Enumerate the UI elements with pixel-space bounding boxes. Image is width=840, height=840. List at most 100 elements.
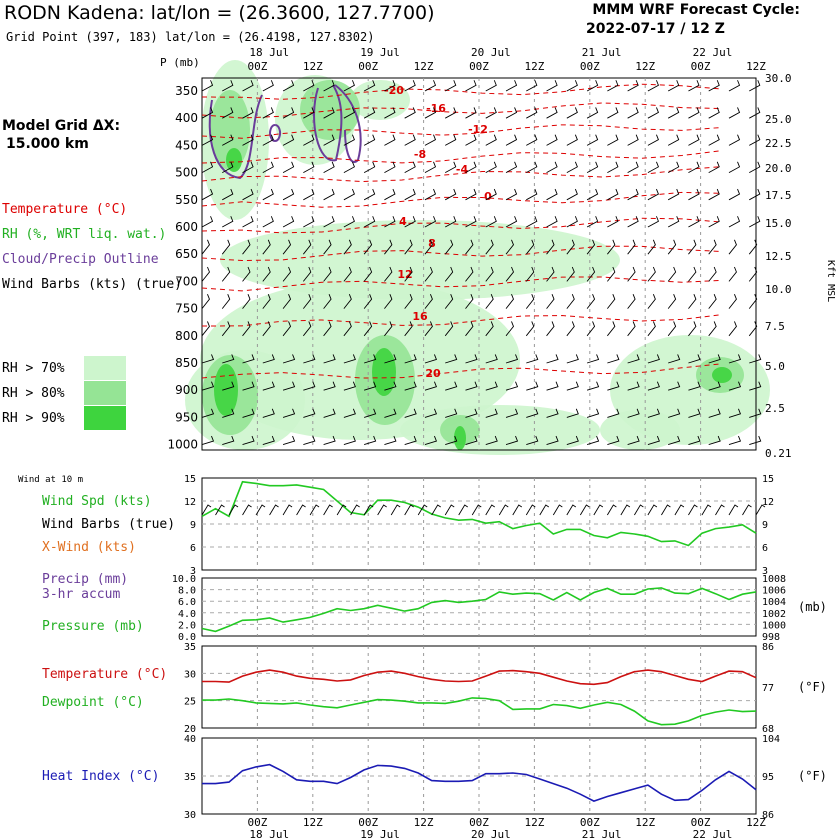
temperature-contour-label: 4: [399, 215, 407, 228]
pressure-panel-right-tick: 1002: [762, 609, 786, 620]
wind-barb: [222, 107, 234, 119]
wind-barb: [242, 294, 251, 309]
wind-barb: [424, 435, 438, 446]
wind-barb: [539, 504, 550, 516]
wind-barb: [505, 408, 519, 418]
wind-barb: [323, 107, 335, 119]
wind-barb: [471, 504, 482, 516]
wind-barb: [404, 107, 416, 119]
wind-barb: [424, 381, 438, 391]
wind-barb: [627, 188, 639, 201]
model-grid-value: 15.000 km: [6, 136, 89, 152]
wind-barb: [323, 266, 332, 282]
wind-barb: [728, 107, 741, 119]
wind-barb: [201, 239, 210, 255]
wind-barb: [647, 216, 659, 228]
wind-barb: [262, 321, 271, 337]
wind-barb: [485, 321, 494, 337]
wind-barb: [505, 216, 518, 228]
wind-barb: [445, 408, 458, 418]
wind-barb: [201, 266, 210, 282]
wind-barb: [627, 294, 636, 309]
rh-shading: [210, 90, 250, 170]
wind-barb: [586, 354, 600, 364]
wind-barb: [343, 80, 355, 92]
wind-barb: [566, 381, 579, 391]
wind-barb: [755, 504, 766, 516]
wind-barb: [586, 294, 596, 309]
pressure-panel-left-tick: 10.0: [172, 574, 196, 585]
pressure-tick-label: 500: [175, 166, 198, 180]
heat-index-panel-left-tick: 30: [184, 810, 196, 821]
wind-barb: [566, 354, 579, 364]
top-hour-label: 00Z: [691, 60, 711, 73]
wind-barb: [262, 188, 274, 201]
wind-barb: [566, 266, 575, 282]
wind-barb: [228, 504, 239, 516]
temperature-contour: [201, 314, 723, 327]
wind-barb: [343, 294, 352, 309]
pressure-tick-label: 850: [175, 356, 198, 370]
wind-barb: [424, 161, 437, 173]
wind-barb: [688, 321, 697, 337]
wind-barb: [222, 354, 235, 364]
wind-barb: [262, 80, 274, 92]
wind-barb: [526, 161, 538, 173]
pressure-panel-left-tick: 0.0: [178, 632, 196, 643]
wind-barb: [526, 408, 539, 418]
wind-barb: [343, 161, 355, 173]
wind-barb: [688, 188, 700, 201]
temperature-panel-right-tick: 68: [762, 724, 774, 735]
wind-barb: [667, 266, 677, 282]
wind-barb: [404, 435, 417, 446]
wind-barb: [424, 188, 437, 201]
wind-barb: [445, 435, 458, 446]
wind-barb: [262, 408, 275, 418]
wind-barb: [404, 188, 416, 201]
temperature-contour-label: -16: [426, 102, 446, 115]
wind-barb: [262, 435, 275, 446]
wind-barb: [323, 294, 332, 309]
wind-barb: [201, 294, 210, 309]
height-tick-label: 2.5: [765, 402, 785, 415]
wind-barb: [667, 188, 680, 201]
wind-barb: [465, 266, 474, 282]
wind-barb: [323, 80, 335, 92]
wind-barb: [728, 321, 737, 337]
wind-spd-label: Wind Spd (kts): [42, 494, 152, 509]
wind-barb: [620, 504, 631, 516]
wind-barb: [404, 504, 414, 516]
wind-barb: [688, 408, 701, 418]
wind-barb: [525, 321, 535, 337]
wind-barb: [593, 504, 604, 516]
wind-barb: [708, 381, 721, 391]
height-tick-label: 7.5: [765, 320, 785, 333]
temperature-panel-frame: [201, 645, 757, 729]
wind-barb: [465, 408, 478, 418]
wind-barb: [688, 381, 701, 391]
wind-barb: [546, 294, 555, 309]
wind-barb: [242, 188, 254, 201]
heat-index-panel-left-tick: 40: [184, 734, 196, 745]
wind-barb: [384, 381, 397, 391]
wind-barb: [445, 161, 457, 173]
wind-barb: [465, 216, 477, 228]
rh-shading: [600, 410, 680, 450]
pressure-tick-label: 350: [175, 84, 198, 98]
wind-barb: [586, 435, 600, 446]
temperature-panel-right-tick: 86: [762, 642, 774, 653]
wind-barb: [688, 216, 700, 228]
xwind-label: X-Wind (kts): [42, 540, 136, 555]
wind-barb: [748, 294, 758, 309]
wind-barb: [505, 107, 518, 119]
wind-barb: [728, 266, 737, 282]
wind-barb: [465, 80, 477, 92]
wind-barb: [668, 381, 681, 391]
wind-barb: [302, 321, 312, 337]
right-axis-label: Kft MSL: [825, 260, 836, 302]
wind-barb: [445, 188, 457, 201]
wind-barb: [525, 504, 536, 516]
wind-barb: [505, 266, 514, 282]
wind-barb: [282, 435, 296, 446]
wind-barb: [384, 321, 393, 337]
